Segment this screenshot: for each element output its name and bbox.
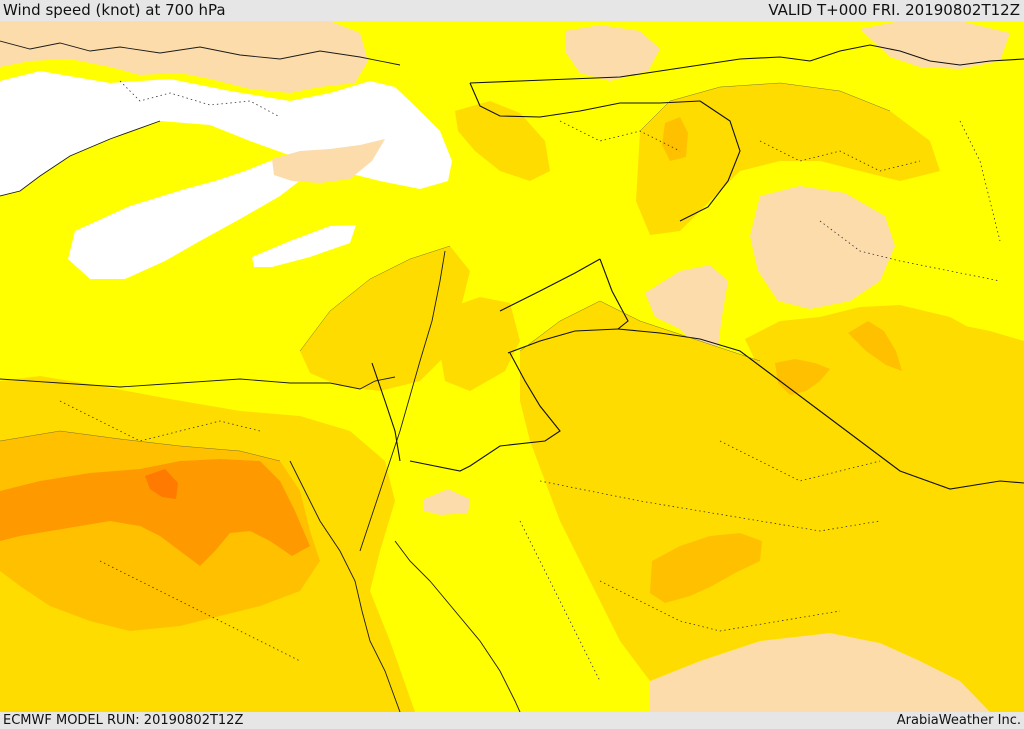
field-fresh-iraq-north xyxy=(636,83,940,235)
field-light-turkey xyxy=(0,21,368,93)
field-light-cyprus xyxy=(272,139,385,183)
field-light-sinai xyxy=(424,489,470,515)
field-calm-3 xyxy=(252,225,356,267)
field-light-iraq xyxy=(750,186,895,309)
field-strong-turkey xyxy=(662,117,688,161)
field-fresh-levant xyxy=(300,246,470,391)
field-calm-2 xyxy=(68,139,322,279)
valid-time: VALID T+000 FRI. 20190802T12Z xyxy=(768,1,1020,19)
field-light-syria-desert xyxy=(645,265,728,351)
field-core xyxy=(145,469,178,499)
borders xyxy=(371,44,1024,490)
map-title: Wind speed (knot) at 700 hPa xyxy=(3,1,226,19)
field-light-ne xyxy=(565,25,660,81)
field-light-iran xyxy=(860,21,1010,69)
field-strong-iraq xyxy=(775,359,830,395)
model-run: ECMWF MODEL RUN: 20190802T12Z xyxy=(3,713,244,728)
field-very-strong xyxy=(0,459,310,566)
coastlines xyxy=(0,40,521,712)
wind-speed-map xyxy=(0,21,1024,712)
field-fresh-arabia xyxy=(520,301,1024,712)
field-strong-iran xyxy=(848,321,902,371)
field-light-se xyxy=(650,633,990,712)
field-fresh-syria xyxy=(455,101,550,181)
contour-outlines xyxy=(0,82,891,462)
province-lines xyxy=(59,80,1001,682)
field-strong-arabia xyxy=(650,533,762,603)
field-fresh-jordan xyxy=(438,297,520,391)
credit: ArabiaWeather Inc. xyxy=(896,713,1021,728)
